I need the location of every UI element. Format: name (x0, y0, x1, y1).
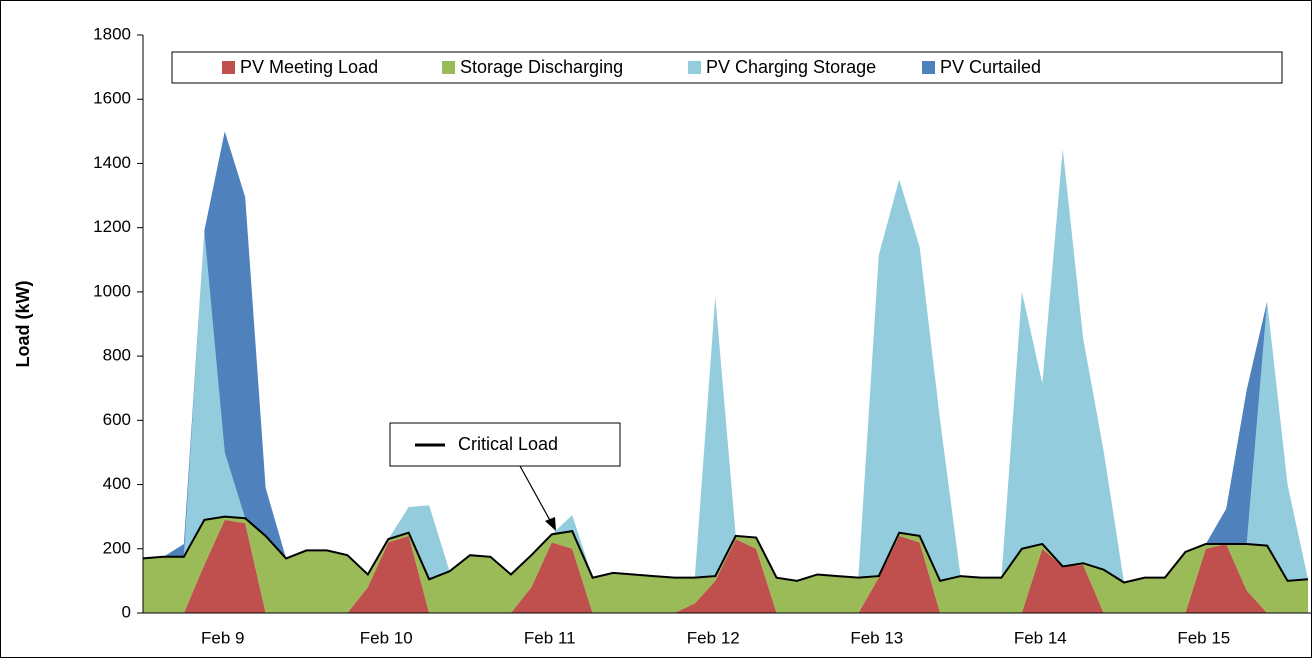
area (143, 148, 1308, 583)
y-tick-label: 200 (103, 538, 131, 557)
y-axis-label: Load (kW) (13, 281, 33, 368)
x-tick-label: Feb 12 (687, 628, 740, 647)
x-tick-label: Feb 14 (1014, 628, 1067, 647)
plot-area: 0 200 400 600 800 1000 1200 1400 1600 1800 Feb 9 Fe… (93, 24, 1312, 647)
line (142, 515, 1309, 584)
callout-arrowhead (545, 517, 556, 531)
legend-swatch (442, 61, 455, 74)
x-tick-label: Feb 15 (1177, 628, 1230, 647)
y-tick-label: 1600 (93, 89, 131, 108)
legend-label: PV Curtailed (940, 57, 1041, 77)
legend-label: PV Meeting Load (240, 57, 378, 77)
legend (171, 51, 1283, 84)
x-tick-label: Feb 11 (524, 628, 576, 647)
y-tick-label: 0 (122, 602, 131, 621)
x-tick-label: Feb 13 (850, 628, 903, 647)
y-tick-label: 1200 (93, 217, 131, 236)
legend-swatch (688, 61, 701, 74)
y-tick-label: 600 (103, 410, 131, 429)
area (143, 519, 1308, 613)
legend-label: Storage Discharging (460, 57, 623, 77)
y-tick-label: 1000 (93, 281, 131, 300)
legend-label: Critical Load (458, 434, 558, 454)
y-tick-label: 1400 (93, 153, 131, 172)
y-tick-label: 800 (103, 346, 131, 365)
legend-items: PV Meeting Load Storage Discharging PV Cha… (222, 57, 1041, 77)
x-tick-label: Feb 10 (360, 628, 413, 647)
y-tick-label: 1800 (93, 24, 131, 43)
area (143, 516, 1308, 613)
legend-swatch (922, 61, 935, 74)
callout-arrow (519, 465, 553, 525)
x-tick-label: Feb 9 (201, 628, 244, 647)
legend-swatch (222, 61, 235, 74)
y-tick-label: 400 (103, 474, 131, 493)
legend-label: PV Charging Storage (706, 57, 876, 77)
